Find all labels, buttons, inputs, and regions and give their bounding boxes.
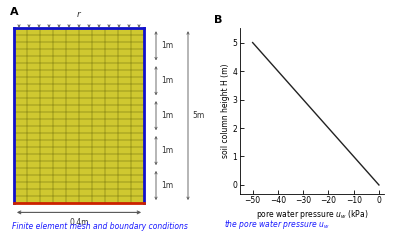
Text: the pore water pressure $u_w$: the pore water pressure $u_w$ [224, 218, 330, 231]
Text: r: r [77, 10, 81, 19]
Text: A: A [10, 7, 19, 17]
Text: 1m: 1m [161, 41, 173, 50]
Text: 1m: 1m [161, 146, 173, 155]
Text: 1m: 1m [161, 76, 173, 85]
Text: B: B [214, 15, 222, 25]
Y-axis label: soil column height H (m): soil column height H (m) [220, 64, 230, 158]
Text: 5m: 5m [192, 111, 204, 120]
Bar [14, 28, 144, 203]
Text: 1m: 1m [161, 111, 173, 120]
Text: 0.4m: 0.4m [69, 218, 89, 227]
Text: 1m: 1m [161, 181, 173, 190]
X-axis label: pore water pressure $u_w$ (kPa): pore water pressure $u_w$ (kPa) [256, 208, 368, 221]
Text: Finite element mesh and boundary conditions: Finite element mesh and boundary conditi… [12, 222, 188, 231]
